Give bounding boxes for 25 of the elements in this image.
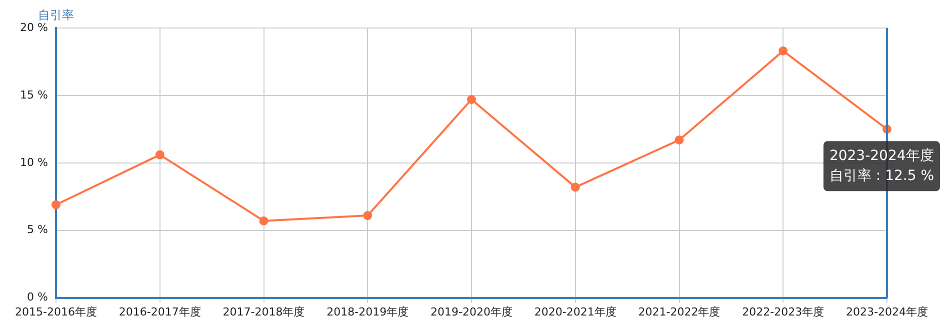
point	[155, 150, 164, 160]
annotation: 自引率 : 12.5 %	[829, 168, 934, 184]
y-tick-label: 10 %	[20, 156, 48, 169]
x-tick-label: 2020-2021年度	[534, 305, 616, 318]
point	[467, 94, 476, 104]
annotation: 2023-2024年度	[829, 148, 934, 164]
y-tick-label: 0 %	[27, 290, 48, 304]
point	[778, 46, 788, 56]
point	[363, 211, 372, 220]
point	[674, 135, 684, 144]
y-tick-label: 5 %	[27, 223, 48, 236]
point	[259, 216, 268, 226]
x-tick-label: 2015-2016年度	[15, 305, 97, 318]
x-tick-label: 2016-2017年度	[118, 305, 201, 318]
y-tick-label: 15 %	[20, 88, 48, 102]
y-axis-title: 自引率	[38, 8, 74, 22]
x-tick-label: 2018-2019年度	[326, 305, 409, 318]
x-tick-label: 2021-2022年度	[638, 305, 720, 318]
x-tick-label: 2022-2023年度	[742, 305, 824, 318]
point	[570, 182, 580, 192]
point	[52, 200, 60, 210]
y-tick-label: 20 %	[20, 20, 48, 34]
x-tick-label: 2019-2020年度	[430, 305, 512, 318]
x-tick-label: 2023-2024年度	[846, 305, 928, 318]
x-tick-label: 2017-2018年度	[222, 305, 305, 318]
